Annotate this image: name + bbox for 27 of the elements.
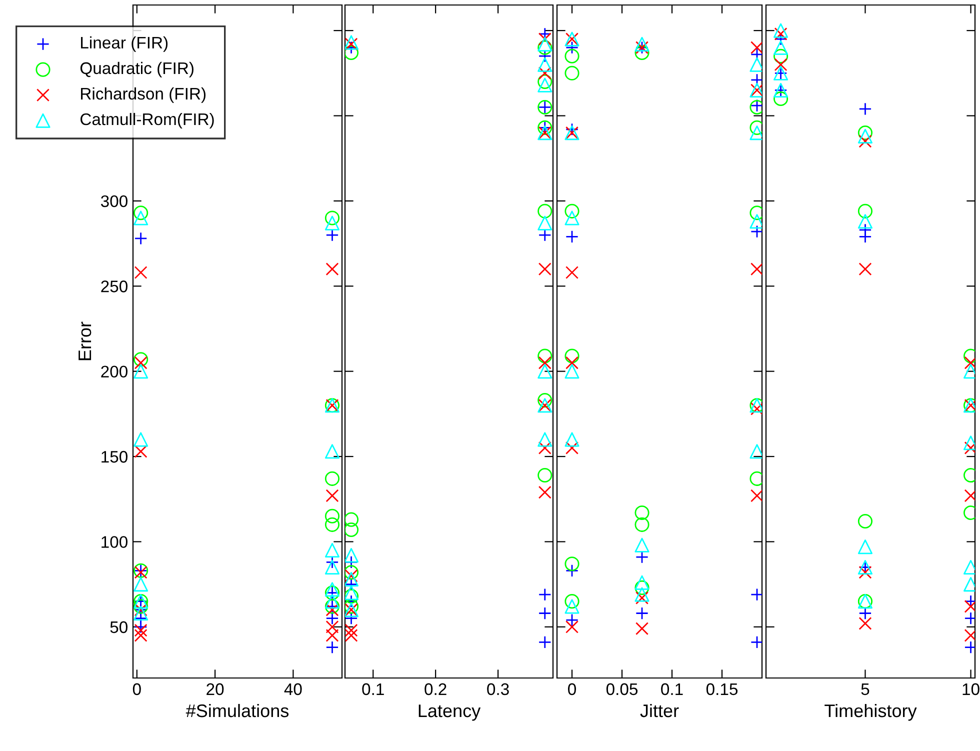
- x-axis-title: Latency: [418, 704, 481, 721]
- y-tick-label: 150: [102, 450, 128, 463]
- y-axis-title: Error: [78, 322, 92, 360]
- y-tick-label: 250: [101, 280, 128, 292]
- x-tick-label: 0.1: [362, 683, 384, 696]
- x-tick-label: 0.2: [424, 683, 446, 696]
- x-axis-title: Timehistory: [824, 704, 917, 721]
- x-axis-title: Jitter: [640, 704, 679, 718]
- x-tick-label: 40: [284, 683, 302, 696]
- x-tick-label: 0.1: [661, 683, 683, 696]
- x-tick-label: 0.15: [706, 683, 738, 696]
- legend-label: Linear (FIR): [81, 36, 168, 52]
- x-tick-label: 0.3: [487, 683, 509, 696]
- x-tick-label: 20: [206, 683, 224, 696]
- y-tick-label: 200: [101, 366, 128, 378]
- x-tick-label: 5: [861, 683, 870, 696]
- legend-label: Catmull-Rom(FIR): [80, 112, 214, 128]
- y-tick-label: 300: [100, 195, 128, 208]
- y-tick-label: 50: [110, 621, 128, 634]
- x-tick-label: 10: [962, 683, 980, 696]
- legend-label: Quadratic (FIR): [80, 62, 194, 78]
- legend-label: Richardson (FIR): [81, 87, 206, 103]
- y-tick-label: 100: [102, 536, 128, 548]
- x-tick-label: 0.05: [606, 683, 638, 696]
- x-tick-label: 0: [568, 683, 576, 696]
- x-tick-label: 0: [132, 683, 141, 696]
- x-axis-title: #Simulations: [186, 704, 289, 718]
